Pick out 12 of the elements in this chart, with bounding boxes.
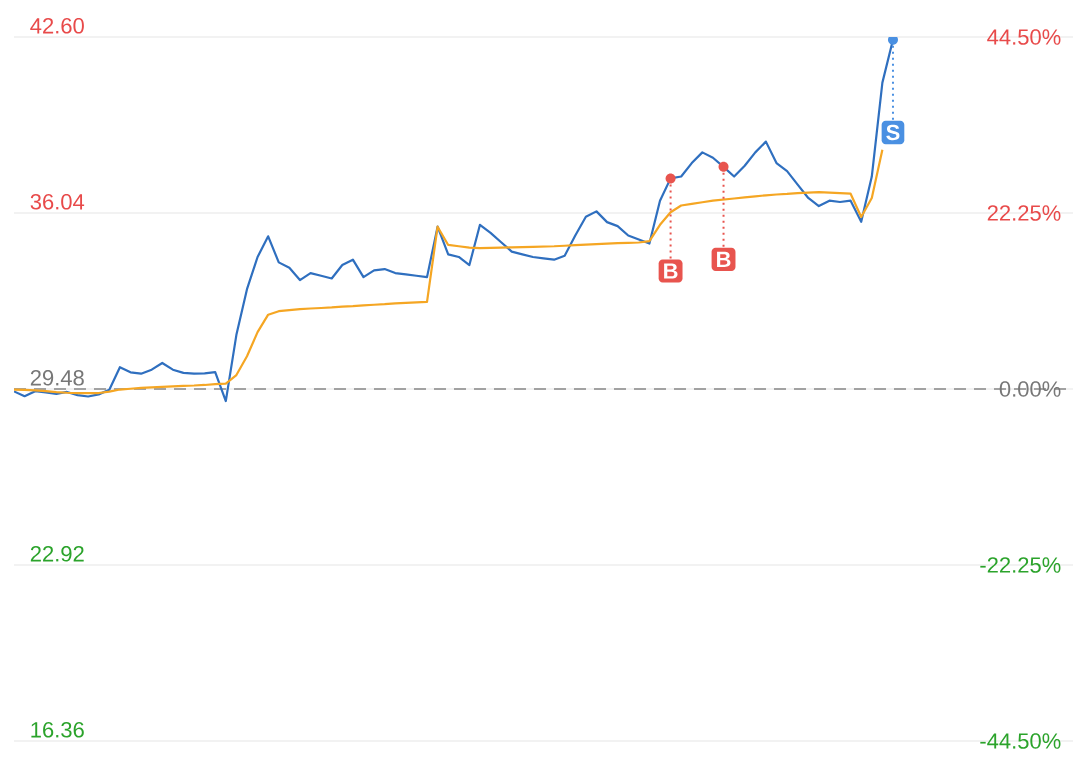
y2-tick-label: 44.50% — [987, 29, 1061, 45]
annotation: B — [664, 263, 678, 279]
y-tick-label: 22.92 — [30, 546, 84, 562]
y-tick-label: 29.48 — [30, 370, 84, 386]
y2-tick-label: 22.25% — [987, 205, 1061, 221]
y2-tick-label: -44.50% — [980, 733, 1061, 749]
annotation: B — [717, 251, 731, 267]
y-tick-label: 42.60 — [30, 18, 84, 34]
y-tick-label: 16.36 — [31, 722, 84, 738]
y2-tick-label: -22.25% — [980, 557, 1061, 573]
y-tick-label: 36.04 — [30, 194, 85, 210]
annotation: S — [886, 124, 900, 141]
